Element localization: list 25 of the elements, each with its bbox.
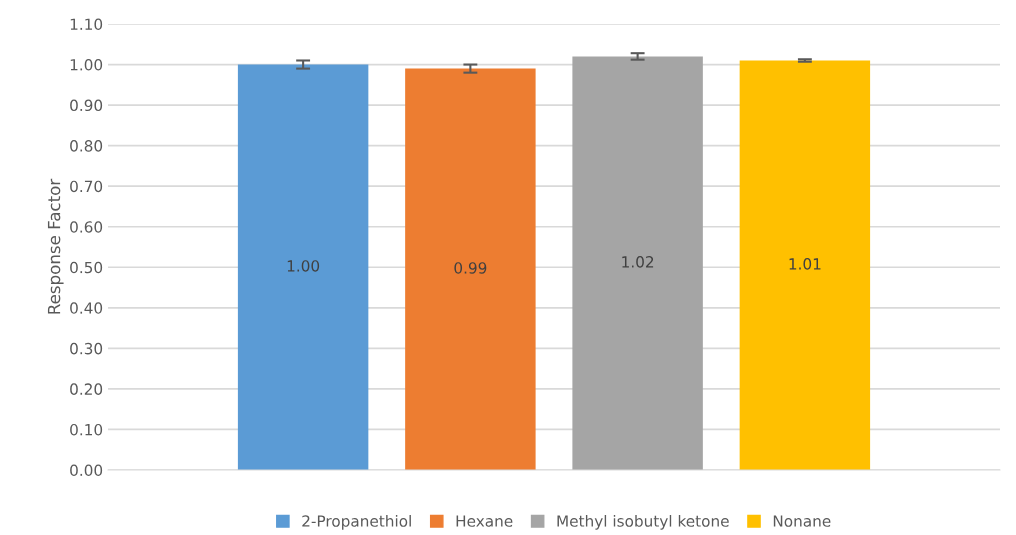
legend-label: 2-Propanethiol	[302, 514, 411, 530]
y-tick-label: 0.70	[70, 180, 103, 193]
bar	[572, 56, 703, 470]
legend-label: Nonane	[773, 515, 831, 527]
data-label: 1.01	[789, 258, 821, 270]
bar	[405, 68, 536, 470]
data-label: 1.02	[622, 256, 654, 268]
data-label: 1.00	[287, 260, 320, 272]
bar	[237, 64, 369, 470]
y-tick-label: 0.20	[70, 383, 103, 395]
data-label: 0.99	[454, 262, 487, 274]
legend-label: Methyl isobutyl ketone	[557, 514, 729, 530]
y-tick-label: 0.60	[70, 221, 103, 233]
y-tick-label: 0.80	[70, 140, 103, 152]
y-tick-label: 0.40	[70, 302, 103, 314]
y-axis-title: Response Factor	[47, 178, 64, 314]
y-tick-label: 0.90	[70, 99, 103, 112]
y-tick-label: 0.30	[70, 342, 103, 355]
legend-label: Hexane	[456, 515, 513, 527]
y-tick-label: 0.10	[70, 423, 103, 436]
y-tick-label: 0.00	[70, 464, 103, 477]
bar	[739, 60, 871, 470]
y-tick-label: 1.10	[70, 18, 103, 31]
y-tick-label: 0.50	[70, 261, 103, 274]
y-tick-label: 1.00	[70, 59, 103, 71]
